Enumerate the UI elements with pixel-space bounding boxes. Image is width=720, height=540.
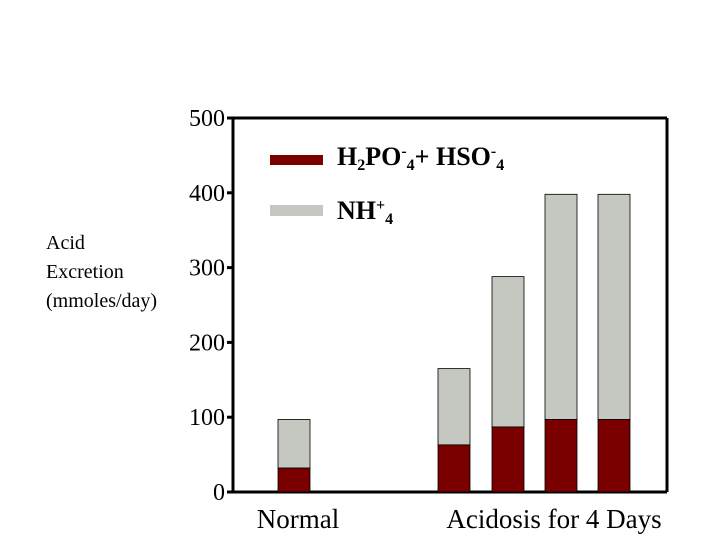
bar-segment-h2po4-hso4 — [437, 444, 471, 493]
y-axis-label-line-2: Excretion — [46, 261, 124, 283]
y-axis-label-line-3: (mmoles/day) — [46, 290, 158, 312]
bar-segment-h2po4-hso4 — [597, 419, 631, 493]
y-tick-label: 500 — [189, 106, 225, 132]
y-axis-label-line-1: Acid — [46, 232, 85, 254]
x-category-label: Acidosis for 4 Days — [446, 504, 661, 534]
bar-segment-nh4 — [437, 368, 471, 446]
y-tick-label: 100 — [189, 405, 225, 431]
y-tick-label: 0 — [213, 480, 225, 506]
bar-segment-nh4 — [544, 193, 578, 420]
y-tick-label: 300 — [189, 256, 225, 282]
y-tick-label: 200 — [189, 330, 225, 356]
bar-segment-nh4 — [491, 276, 525, 428]
legend-swatch — [270, 205, 323, 216]
y-tick-label: 400 — [189, 181, 225, 207]
x-category-label: Normal — [257, 504, 339, 534]
legend-label: H2PO-4+ HSO-4 — [337, 142, 504, 174]
bar-segment-h2po4-hso4 — [277, 467, 311, 493]
legend-swatch — [270, 155, 323, 165]
bar-segment-h2po4-hso4 — [544, 419, 578, 493]
bar-segment-nh4 — [277, 419, 311, 469]
bar-segment-nh4 — [597, 193, 631, 420]
legend-label: NH+4 — [337, 196, 393, 228]
bar-segment-h2po4-hso4 — [491, 426, 525, 493]
